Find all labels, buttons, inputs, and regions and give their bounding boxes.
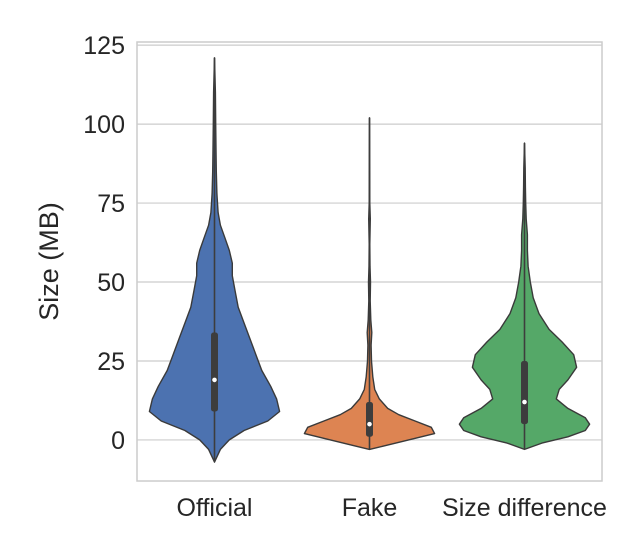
y-tick-labels: 0 25 50 75 100 125 xyxy=(83,32,125,455)
plot-frame xyxy=(136,41,603,482)
x-tick-labels: Official Fake Size difference xyxy=(177,494,607,522)
x-tick-label: Fake xyxy=(342,494,398,522)
violin-iqr-box xyxy=(521,360,528,425)
y-tick-label: 125 xyxy=(83,32,125,60)
y-tick-label: 100 xyxy=(83,111,125,139)
violin-median-point xyxy=(367,421,372,427)
violin-median-point xyxy=(522,399,527,405)
y-tick-label: 75 xyxy=(97,190,125,218)
violin-median-point xyxy=(212,377,217,383)
y-axis-label: Size (MB) xyxy=(34,202,64,321)
violins xyxy=(148,57,591,463)
x-tick-label: Official xyxy=(177,494,253,522)
x-tick-label: Size difference xyxy=(442,494,607,522)
y-tick-label: 50 xyxy=(97,269,125,297)
y-tick-label: 25 xyxy=(97,348,125,376)
violin-iqr-box xyxy=(366,402,373,437)
violin-iqr-box xyxy=(211,332,218,412)
y-tick-label: 0 xyxy=(111,427,125,455)
